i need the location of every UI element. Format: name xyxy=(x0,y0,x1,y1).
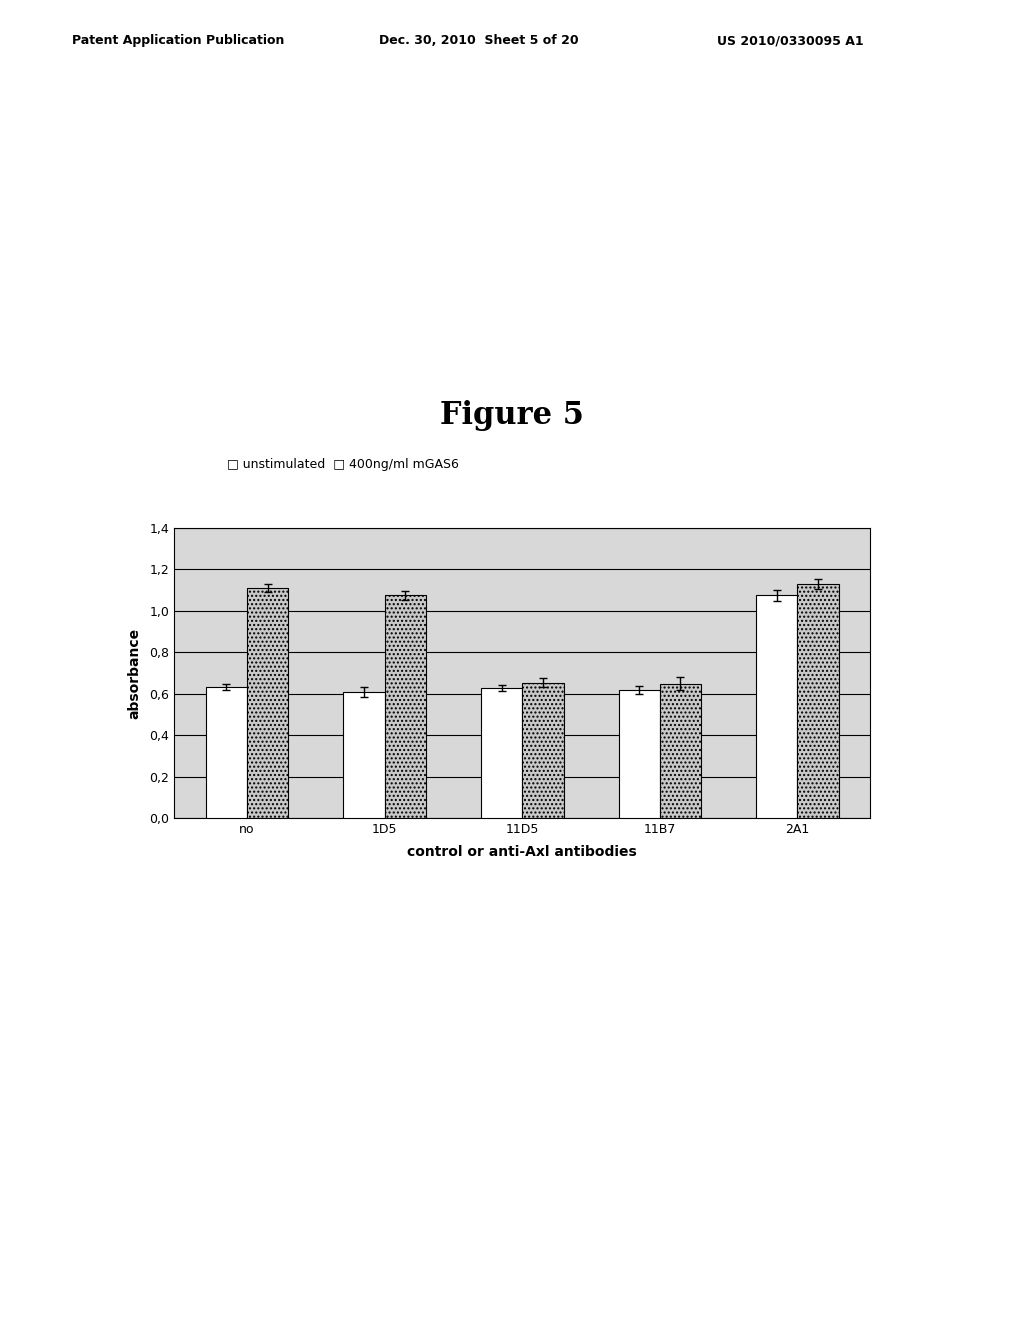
Bar xyxy=(481,688,522,818)
Bar xyxy=(343,692,385,818)
Text: Patent Application Publication: Patent Application Publication xyxy=(72,34,284,48)
Bar xyxy=(618,690,659,818)
Text: Dec. 30, 2010  Sheet 5 of 20: Dec. 30, 2010 Sheet 5 of 20 xyxy=(379,34,579,48)
Y-axis label: absorbance: absorbance xyxy=(127,627,141,719)
Bar xyxy=(659,684,701,818)
X-axis label: control or anti-Axl antibodies: control or anti-Axl antibodies xyxy=(408,845,637,858)
Text: US 2010/0330095 A1: US 2010/0330095 A1 xyxy=(717,34,863,48)
Bar xyxy=(798,583,839,818)
Bar xyxy=(247,589,289,818)
Bar xyxy=(756,595,798,818)
Bar xyxy=(385,595,426,818)
Bar xyxy=(206,686,247,818)
Bar xyxy=(522,682,563,818)
Text: □ unstimulated  □ 400ng/ml mGAS6: □ unstimulated □ 400ng/ml mGAS6 xyxy=(227,458,459,471)
Text: Figure 5: Figure 5 xyxy=(440,400,584,432)
